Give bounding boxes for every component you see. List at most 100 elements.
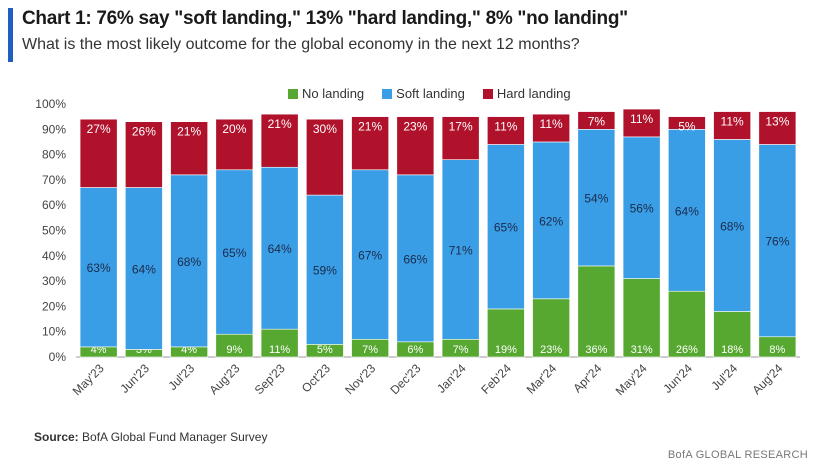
data-label: 5% — [317, 344, 333, 356]
bar-segment-soft-landing — [306, 194, 344, 345]
data-label: 7% — [362, 344, 378, 356]
y-tick-label: 40% — [42, 249, 66, 263]
data-label: 19% — [495, 344, 517, 356]
data-label: 11% — [269, 344, 290, 356]
x-tick-label: Apr'24 — [570, 361, 604, 395]
y-tick-label: 70% — [42, 173, 66, 187]
legend-item-soft-landing: Soft landing — [382, 86, 465, 101]
data-label: 59% — [313, 264, 337, 278]
x-tick-label: Jun'23 — [117, 361, 152, 396]
bar-segment-no-landing — [622, 278, 661, 358]
x-tick-label: Oct'23 — [299, 361, 333, 395]
data-label: 26% — [132, 125, 156, 139]
bar-segment-hard-landing — [532, 113, 570, 143]
x-tick-label: Jul'23 — [165, 361, 197, 393]
x-tick-label: Mar'24 — [524, 361, 560, 397]
x-tick-label: May'24 — [613, 361, 650, 398]
data-label: 11% — [721, 115, 744, 129]
bar-segment-hard-landing — [351, 116, 389, 171]
data-label: 66% — [403, 252, 427, 266]
x-tick-label: Dec'23 — [387, 361, 423, 397]
source-label: Source: — [34, 430, 79, 444]
bar-segment-hard-landing — [668, 116, 706, 130]
y-tick-label: 50% — [42, 224, 66, 238]
accent-bar — [8, 8, 13, 62]
x-tick-label: Jul'24 — [708, 361, 740, 393]
bar-segment-soft-landing — [215, 169, 254, 335]
y-tick-label: 100% — [35, 97, 66, 111]
data-label: 65% — [222, 246, 246, 260]
legend-label-hard-landing: Hard landing — [496, 86, 571, 101]
bar-segment-soft-landing — [396, 174, 435, 343]
chart-subtitle: What is the most likely outcome for the … — [22, 36, 580, 53]
legend-swatch-no-landing — [288, 88, 298, 99]
bar-segment-hard-landing — [622, 108, 661, 138]
chart-title: Chart 1: 76% say "soft landing," 13% "ha… — [22, 8, 628, 29]
y-tick-label: 90% — [42, 122, 66, 136]
brand-label: BofA GLOBAL RESEARCH — [667, 449, 808, 461]
data-label: 18% — [721, 344, 743, 356]
data-label: 27% — [87, 122, 111, 136]
data-label: 64% — [675, 204, 699, 218]
bar-segment-soft-landing — [758, 144, 797, 338]
bar-segment-hard-landing — [79, 118, 118, 188]
y-tick-label: 60% — [42, 198, 66, 212]
y-tick-label: 30% — [42, 274, 66, 288]
legend-swatch-soft-landing — [382, 88, 393, 99]
data-label: 67% — [358, 249, 382, 263]
data-label: 68% — [177, 255, 201, 269]
bar-segment-hard-landing — [125, 121, 163, 188]
data-label: 23% — [403, 120, 427, 134]
data-label: 21% — [268, 117, 292, 131]
y-tick-label: 0% — [49, 350, 67, 364]
source-note: Source: BofA Global Fund Manager Survey — [34, 430, 267, 444]
bar-segment-no-landing — [532, 298, 570, 358]
data-label: 11% — [494, 120, 517, 134]
data-label: 76% — [765, 235, 789, 249]
data-label: 11% — [540, 117, 563, 131]
bar-segment-no-landing — [487, 308, 525, 358]
bar-segment-no-landing — [668, 290, 706, 358]
data-label: 65% — [494, 221, 518, 235]
legend-label-soft-landing: Soft landing — [396, 86, 465, 101]
data-label: 71% — [449, 243, 473, 257]
bar-segment-hard-landing — [215, 118, 254, 171]
bar-segment-soft-landing — [668, 129, 706, 292]
data-label: 63% — [87, 261, 111, 275]
legend: No landing Soft landing Hard landing — [288, 86, 571, 101]
data-label: 6% — [407, 344, 423, 356]
x-tick-label: Aug'24 — [749, 361, 785, 397]
source-text: BofA Global Fund Manager Survey — [82, 430, 268, 444]
data-label: 54% — [584, 192, 608, 206]
data-label: 64% — [268, 242, 292, 256]
data-label: 64% — [132, 262, 156, 276]
bar-segment-soft-landing — [351, 169, 389, 340]
data-label: 20% — [222, 122, 246, 136]
legend-item-no-landing: No landing — [288, 86, 364, 101]
y-tick-label: 20% — [42, 299, 66, 313]
data-label: 21% — [177, 125, 201, 139]
data-label: 30% — [313, 122, 337, 136]
data-label: 31% — [631, 344, 653, 356]
bar-segment-soft-landing — [260, 166, 299, 330]
data-label: 7% — [453, 344, 469, 356]
y-tick-label: 10% — [42, 325, 66, 339]
bar-segment-no-landing — [260, 328, 299, 358]
data-label: 56% — [630, 202, 654, 216]
bar-segment-soft-landing — [622, 136, 661, 279]
bar-segment-hard-landing — [758, 111, 797, 145]
bar-segment-hard-landing — [487, 116, 525, 145]
bar-segment-soft-landing — [532, 141, 570, 300]
bar-segment-hard-landing — [170, 121, 208, 176]
bar-segment-hard-landing — [441, 116, 480, 160]
data-label: 13% — [765, 115, 789, 129]
y-tick-label: 80% — [42, 148, 66, 162]
data-label: 17% — [449, 120, 473, 134]
bar-segment-soft-landing — [487, 144, 525, 310]
bar-segment-hard-landing — [713, 111, 751, 140]
x-tick-label: Sep'23 — [252, 361, 288, 397]
legend-label-no-landing: No landing — [302, 86, 365, 101]
x-tick-label: May'23 — [70, 361, 107, 398]
bar-segment-soft-landing — [125, 187, 163, 350]
